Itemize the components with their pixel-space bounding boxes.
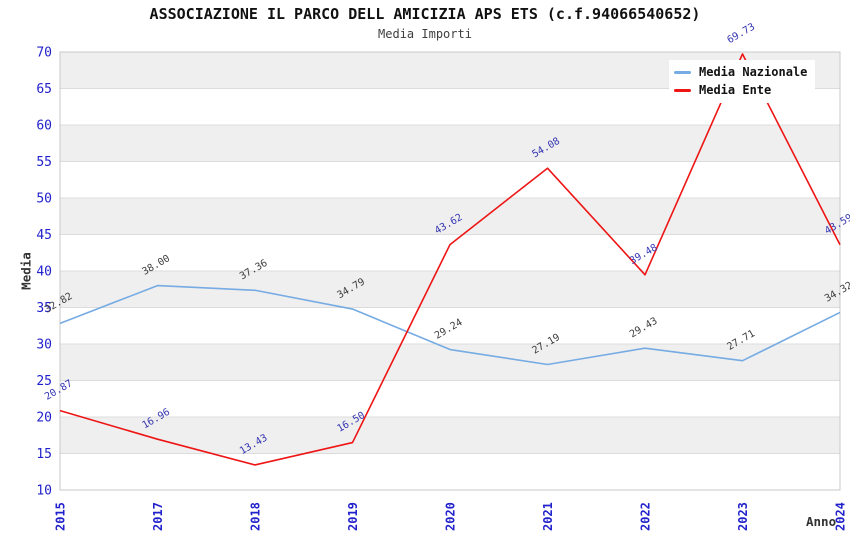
background-band (60, 198, 840, 235)
x-tick-label: 2023 (736, 502, 750, 531)
x-tick-label: 2018 (249, 502, 263, 531)
x-tick-label: 2024 (834, 502, 848, 531)
y-tick-label: 20 (36, 411, 52, 426)
legend-item-media-ente: Media Ente (674, 81, 807, 99)
y-tick-label: 10 (36, 484, 52, 499)
legend-label: Media Nazionale (699, 65, 808, 79)
y-tick-label: 70 (36, 46, 52, 61)
legend-item-media-nazionale: Media Nazionale (674, 63, 807, 81)
y-tick-label: 60 (36, 119, 52, 134)
y-tick-label: 40 (36, 265, 52, 280)
x-tick-label: 2021 (541, 502, 555, 531)
media-nazionale-line (59, 284, 841, 366)
legend-label: Media Ente (699, 83, 772, 97)
y-tick-label: 30 (36, 338, 52, 353)
y-tick-label: 45 (36, 228, 52, 243)
plot-border (59, 51, 841, 491)
x-tick-label: 2020 (444, 502, 458, 531)
y-tick-label: 65 (36, 82, 52, 97)
media-nazionale-point-label: 29.24 (433, 317, 465, 342)
legend: Media Nazionale Media Ente (669, 60, 816, 103)
media-nazionale-swatch-icon (674, 70, 691, 74)
media-ente-swatch-icon (674, 88, 691, 92)
x-tick-label: 2022 (639, 502, 653, 531)
y-tick-label: 55 (36, 155, 52, 170)
x-tick-label: 2019 (346, 502, 360, 531)
y-axis-title: Media (18, 252, 34, 290)
y-tick-label: 15 (36, 447, 52, 462)
chart-subtitle: Media Importi (378, 27, 472, 41)
media-ente-point-label: 69.73 (725, 22, 757, 47)
background-band (60, 417, 840, 454)
media-ente-line (59, 53, 841, 466)
media-nazionale-point-label: 29.43 (628, 316, 660, 341)
media-ente-point-label: 39.48 (628, 242, 660, 267)
chart-title: ASSOCIAZIONE IL PARCO DELL AMICIZIA APS … (149, 5, 701, 23)
y-tick-label: 25 (36, 374, 52, 389)
x-tick-label: 2015 (54, 502, 68, 531)
y-tick-label: 35 (36, 301, 52, 316)
y-tick-label: 50 (36, 192, 52, 207)
background-band (60, 271, 840, 308)
x-tick-label: 2017 (151, 502, 165, 531)
background-band (60, 125, 840, 162)
x-axis-title: Anno (806, 514, 837, 529)
